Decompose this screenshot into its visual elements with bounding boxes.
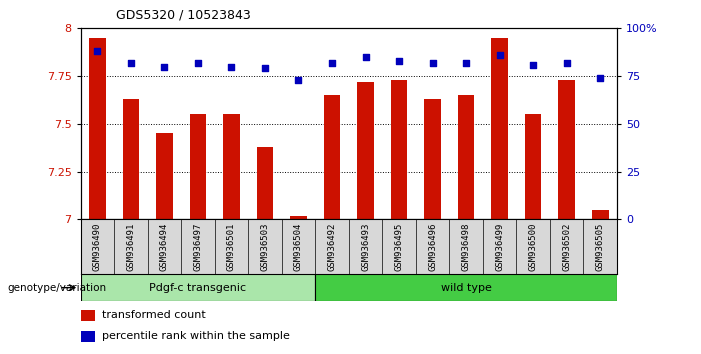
Text: GSM936504: GSM936504 bbox=[294, 222, 303, 270]
Point bbox=[527, 62, 538, 68]
Text: GSM936502: GSM936502 bbox=[562, 222, 571, 270]
Point bbox=[561, 60, 572, 65]
Bar bbox=[357, 82, 374, 219]
Text: GSM936492: GSM936492 bbox=[327, 222, 336, 270]
Bar bbox=[189, 114, 206, 219]
Text: GSM936501: GSM936501 bbox=[227, 222, 236, 270]
Bar bbox=[81, 274, 315, 301]
Text: GSM936495: GSM936495 bbox=[395, 222, 404, 270]
Point bbox=[293, 77, 304, 83]
Text: GSM936490: GSM936490 bbox=[93, 222, 102, 270]
Bar bbox=[223, 114, 240, 219]
Text: GSM936496: GSM936496 bbox=[428, 222, 437, 270]
Point bbox=[594, 75, 606, 81]
Bar bbox=[525, 114, 541, 219]
Text: wild type: wild type bbox=[441, 282, 491, 293]
Point bbox=[125, 60, 137, 65]
Bar bbox=[458, 95, 475, 219]
Point bbox=[192, 60, 203, 65]
Point bbox=[259, 65, 271, 71]
Text: transformed count: transformed count bbox=[102, 310, 205, 320]
Bar bbox=[156, 133, 172, 219]
Text: GSM936505: GSM936505 bbox=[596, 222, 605, 270]
Bar bbox=[123, 99, 139, 219]
Text: genotype/variation: genotype/variation bbox=[7, 282, 106, 293]
Point bbox=[427, 60, 438, 65]
Text: GSM936493: GSM936493 bbox=[361, 222, 370, 270]
Text: GSM936503: GSM936503 bbox=[261, 222, 269, 270]
Bar bbox=[290, 216, 307, 219]
Bar bbox=[424, 99, 441, 219]
Point bbox=[159, 64, 170, 69]
Point bbox=[360, 54, 371, 60]
Text: GSM936494: GSM936494 bbox=[160, 222, 169, 270]
Point bbox=[393, 58, 404, 64]
Text: GSM936499: GSM936499 bbox=[495, 222, 504, 270]
Bar bbox=[81, 310, 95, 321]
Point bbox=[327, 60, 338, 65]
Point bbox=[494, 52, 505, 58]
Text: GSM936497: GSM936497 bbox=[193, 222, 203, 270]
Bar bbox=[558, 80, 575, 219]
Text: GDS5320 / 10523843: GDS5320 / 10523843 bbox=[116, 8, 250, 21]
Text: GSM936491: GSM936491 bbox=[126, 222, 135, 270]
Bar bbox=[390, 80, 407, 219]
Bar bbox=[491, 38, 508, 219]
Bar bbox=[592, 210, 608, 219]
Point bbox=[92, 48, 103, 54]
Text: GSM936500: GSM936500 bbox=[529, 222, 538, 270]
Text: GSM936498: GSM936498 bbox=[461, 222, 470, 270]
Bar bbox=[324, 95, 341, 219]
Bar bbox=[89, 38, 106, 219]
Text: Pdgf-c transgenic: Pdgf-c transgenic bbox=[149, 282, 247, 293]
Bar bbox=[315, 274, 617, 301]
Bar bbox=[81, 331, 95, 342]
Text: percentile rank within the sample: percentile rank within the sample bbox=[102, 331, 290, 341]
Point bbox=[461, 60, 472, 65]
Point bbox=[226, 64, 237, 69]
Bar bbox=[257, 147, 273, 219]
